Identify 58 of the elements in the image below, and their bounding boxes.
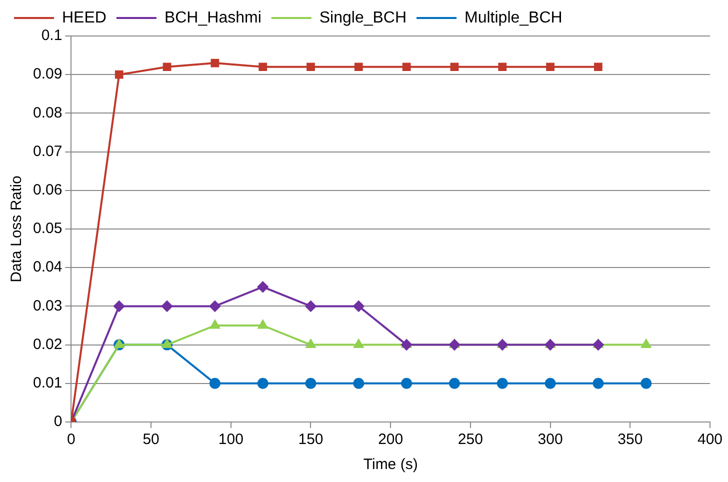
- legend-label: BCH_Hashmi: [164, 9, 262, 26]
- y-tick-label: 0.02: [32, 336, 62, 353]
- y-tick-label: 0.03: [32, 297, 62, 314]
- point: [114, 70, 124, 79]
- point: [496, 378, 508, 389]
- point: [258, 320, 268, 329]
- point: [114, 300, 125, 312]
- point: [546, 62, 554, 72]
- x-tick-label: 350: [618, 431, 643, 448]
- x-tick-label: 0: [67, 431, 76, 448]
- point: [544, 378, 556, 389]
- y-tick-label: 0.05: [32, 220, 62, 238]
- x-tick-label: 100: [218, 431, 244, 448]
- point: [305, 300, 316, 312]
- point: [257, 378, 268, 389]
- point: [210, 320, 220, 329]
- legend-label: Multiple_BCH: [464, 9, 562, 26]
- point: [353, 300, 364, 312]
- x-tick-label: 150: [298, 431, 324, 448]
- y-tick-label: 0: [54, 413, 62, 430]
- y-tick-label: 0.08: [32, 104, 62, 122]
- point: [354, 339, 364, 348]
- x-tick-label: 50: [142, 431, 160, 448]
- point: [210, 58, 220, 68]
- point: [162, 62, 172, 72]
- y-axis-title: Data Loss Ratio: [8, 176, 26, 282]
- point: [306, 339, 316, 348]
- x-tick-label: 400: [697, 431, 723, 448]
- legend-label: HEED: [62, 9, 106, 26]
- point: [305, 378, 316, 389]
- point: [448, 378, 460, 389]
- point: [306, 62, 315, 72]
- y-tick-label: 0.04: [32, 258, 62, 276]
- point: [594, 62, 602, 72]
- point: [641, 339, 652, 348]
- point: [354, 62, 363, 72]
- y-tick-label: 0.06: [32, 182, 62, 199]
- point: [450, 62, 459, 72]
- y-tick-label: 0.09: [32, 66, 62, 83]
- y-tick-label: 0.01: [32, 374, 62, 392]
- x-tick-label: 300: [538, 431, 563, 448]
- point: [498, 62, 507, 72]
- point: [640, 378, 652, 389]
- point: [209, 378, 220, 389]
- x-axis-title: Time (s): [363, 456, 418, 474]
- x-tick-label: 250: [458, 431, 483, 448]
- point: [257, 281, 268, 292]
- point: [402, 62, 411, 72]
- point: [209, 300, 220, 312]
- point: [162, 300, 173, 312]
- point: [592, 378, 604, 389]
- point: [353, 378, 364, 389]
- legend-label: Single_BCH: [319, 9, 407, 26]
- point: [258, 62, 268, 72]
- point: [401, 378, 412, 389]
- y-tick-label: 0.1: [41, 27, 62, 44]
- y-tick-label: 0.07: [32, 142, 62, 160]
- x-tick-label: 200: [378, 431, 404, 448]
